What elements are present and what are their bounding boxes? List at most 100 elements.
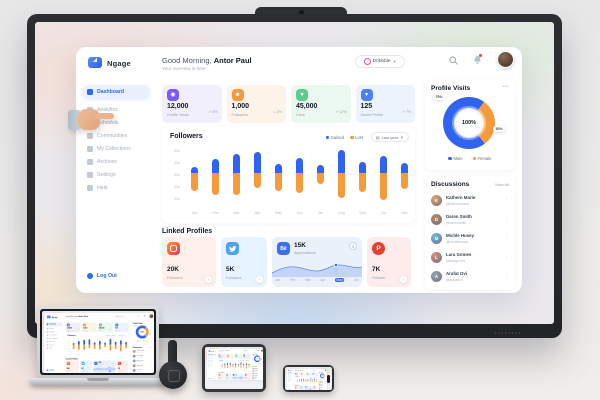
sidebar-item-settings[interactable]: Settings: [82, 168, 150, 181]
user-name: Antor Paul: [213, 56, 252, 65]
bar-feb[interactable]: [205, 147, 226, 203]
stats-row: ◉ 12,000 Profile Views ↗ 5% ☻ 1,000 Followers ↘…: [162, 85, 415, 123]
sidebar-item-archives[interactable]: Archives: [82, 155, 150, 168]
grid-icon: [87, 89, 93, 95]
sidebar-item-help[interactable]: Help: [82, 181, 150, 194]
pinterest-profile-card[interactable]: P 7K Follower ›: [367, 237, 411, 287]
laptop-keyboard-base: [29, 378, 167, 385]
eye-icon: ◉: [167, 89, 179, 101]
stat-trend: ↗ 5%: [208, 110, 218, 114]
stat-trend: ↘ 2%: [272, 110, 282, 114]
more-options-icon[interactable]: ⋮: [504, 273, 509, 279]
linked-profiles-title: Linked Profiles: [162, 228, 213, 235]
bar-jul[interactable]: [310, 147, 331, 203]
bar-jun[interactable]: [289, 147, 310, 203]
stat-card-likes[interactable]: ♥ 45,000 Likes ↗ 12%: [291, 85, 351, 123]
stat-card-followers[interactable]: ☻ 1,000 Followers ↘ 2%: [226, 85, 286, 123]
stat-card-profile-views[interactable]: ◉ 12,000 Profile Views ↗ 5%: [162, 85, 222, 123]
discussion-row[interactable]: L Lara Gomes @laragomes ⋮: [431, 249, 511, 268]
bar-mar[interactable]: [226, 147, 247, 203]
stat-card-saved-profile[interactable]: ▾ 125 Saved Profile ↗ 7%: [355, 85, 415, 123]
logout-button[interactable]: Log Out: [87, 273, 117, 279]
pinterest-label: Follower: [372, 276, 386, 280]
person-handle: @kathernmarie: [446, 201, 470, 206]
donut-center-label: 100%: [454, 108, 484, 138]
tv-screen: Ngage Dashboard Analytics Schedule Communit…: [35, 22, 554, 324]
discussion-row[interactable]: M Michle Husey @michlehusey ⋮: [431, 230, 511, 249]
user-avatar[interactable]: [497, 51, 514, 68]
laptop-device: Ngage Dashboard Analytics Schedule Communit…: [37, 306, 159, 378]
open-profile-icon[interactable]: ›: [205, 276, 212, 283]
bar-aug[interactable]: [331, 147, 352, 203]
sidebar-item-dashboard[interactable]: Dashboard: [82, 85, 150, 99]
stat-value: 45,000: [296, 103, 318, 110]
notifications-button[interactable]: [470, 53, 484, 67]
discussion-row[interactable]: K Kathern Marie @kathernmarie ⋮: [431, 192, 511, 211]
casting-dongle: [159, 361, 187, 389]
dribbble-account-selector[interactable]: Dribbble ▼: [355, 55, 405, 68]
sidebar-item-my-collections[interactable]: My Collections: [82, 142, 150, 155]
more-options-icon[interactable]: ⋮: [504, 197, 509, 203]
bar-sep[interactable]: [352, 147, 373, 203]
bar-nov[interactable]: [394, 147, 415, 203]
legend-lost: Lost: [350, 135, 363, 140]
behance-icon: Bē: [277, 242, 290, 255]
bar-apr[interactable]: [247, 147, 268, 203]
profile-visits-title: Profile Visits: [431, 85, 471, 92]
behance-label: Appreciations: [294, 251, 316, 255]
casting-dongle-stem: [168, 340, 177, 368]
info-icon[interactable]: ℹ: [349, 242, 357, 250]
search-button[interactable]: [446, 53, 460, 67]
stat-value: 1,000: [231, 103, 250, 110]
bar-may[interactable]: [268, 147, 289, 203]
more-options-icon[interactable]: ⋮: [504, 235, 509, 241]
profile-visits-card: Profile Visits ••• 100% 70% 30% Male Fem…: [425, 80, 515, 170]
stat-trend: ↗ 7%: [401, 110, 411, 114]
sidebar-nav: Dashboard Analytics Schedule Communities My …: [82, 85, 150, 194]
person-name: Arafat Ovi: [446, 271, 467, 276]
discussion-row[interactable]: A Arafat Ovi @arafatovi ⋮: [431, 268, 511, 287]
male-percent-badge: 70%: [433, 94, 446, 100]
notification-badge: [479, 54, 482, 57]
view-all-link[interactable]: View All: [495, 182, 509, 187]
pinterest-icon: P: [372, 242, 385, 255]
brand-name: Ngage: [107, 59, 131, 68]
chevron-down-icon: ▼: [392, 59, 397, 64]
discussion-row[interactable]: D Daren Smith @darensmith ⋮: [431, 211, 511, 230]
bar-jan[interactable]: [184, 147, 205, 203]
person-handle: @laragomes: [446, 258, 466, 263]
greeting-text: Good Morning, Antor Paul: [162, 56, 252, 65]
tablet-screen: Ngage Dashboard Analytics Schedule Communit…: [205, 347, 263, 389]
x-axis-labels: Jan Feb Mar Apr May Jun Jul Aug Sep Oct Nov: [191, 211, 408, 215]
stat-trend: ↗ 12%: [335, 110, 347, 114]
instagram-profile-card[interactable]: 20K Followers ›: [162, 237, 216, 287]
more-options-icon[interactable]: ⋮: [504, 254, 509, 260]
more-options-icon[interactable]: •••: [502, 84, 509, 90]
twitter-value: 5K: [226, 266, 235, 273]
open-profile-icon[interactable]: ›: [256, 276, 263, 283]
phone-device: Ngage Dashboard Analytics Schedule Communit…: [283, 365, 334, 392]
followers-title: Followers: [170, 133, 203, 140]
search-icon: [448, 55, 458, 65]
tablet-device: Ngage Dashboard Analytics Schedule Communit…: [202, 344, 266, 392]
sidebar-item-communities[interactable]: Communities: [82, 129, 150, 142]
behance-area-chart: [272, 263, 362, 277]
person-name: Daren Smith: [446, 214, 472, 219]
bar-oct[interactable]: [373, 147, 394, 203]
collections-icon: [87, 145, 93, 152]
stat-label: Likes: [296, 113, 305, 117]
stat-label: Followers: [231, 113, 248, 117]
avatar: D: [431, 214, 442, 225]
twitter-profile-card[interactable]: 5K Followers ›: [221, 237, 267, 287]
open-profile-icon[interactable]: ›: [400, 276, 407, 283]
person-name: Michle Husey: [446, 233, 475, 238]
person-handle: @darensmith: [446, 220, 467, 225]
presenter-hand: [68, 108, 116, 134]
bell-icon: [473, 56, 481, 64]
more-options-icon[interactable]: ⋮: [504, 216, 509, 222]
behance-profile-card[interactable]: Bē 15K Appreciations ℹ Jan Feb Mar Apr May Jun: [272, 237, 362, 287]
discussions-card: Discussions View All K Kathern Marie @kath…: [425, 176, 515, 290]
stat-value: 125: [360, 103, 373, 110]
chart-legend: Gained Lost: [325, 135, 363, 140]
date-range-dropdown[interactable]: ▦ Last year ▼: [370, 132, 409, 142]
